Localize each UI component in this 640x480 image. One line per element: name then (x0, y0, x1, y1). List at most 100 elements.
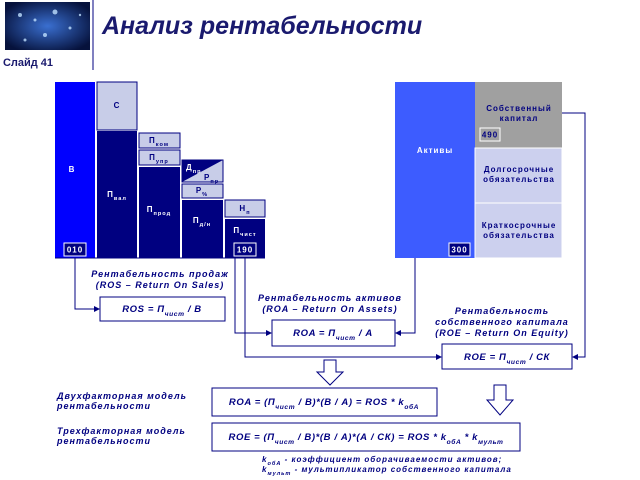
code: 300 (451, 246, 467, 255)
block-label: обязательства (483, 175, 555, 184)
block-label: В (69, 165, 76, 174)
connector (234, 258, 272, 336)
slide-number: Слайд 41 (3, 57, 53, 69)
text-part: ROE = (П (229, 432, 275, 443)
block-label: Р% (196, 186, 208, 198)
formula: ROA = Пчист / А (293, 328, 373, 342)
subscript: % (202, 192, 208, 198)
subscript: чист (275, 404, 295, 411)
text-part: П (107, 190, 114, 199)
block-label: Ппрод (147, 205, 171, 217)
down-arrow (485, 384, 515, 416)
text-part: - мультипликатор собственного капитала (291, 465, 511, 474)
text-part: ROE = П (464, 352, 506, 363)
text-part: П (149, 153, 156, 162)
formula-box (441, 343, 573, 370)
formula-box (211, 422, 521, 452)
block-label: Пком (149, 136, 169, 148)
gross-profit-block (97, 131, 137, 258)
subscript: чист (240, 232, 257, 238)
subscript: чист (275, 439, 295, 446)
block-label: Дпр (186, 163, 202, 175)
header-image (5, 2, 90, 50)
ratio-title: Рентабельность (455, 306, 549, 316)
ratio-title: Рентабельность продаж (91, 269, 228, 279)
subscript: упр (156, 159, 169, 165)
code-box (233, 242, 257, 257)
subscript: пр (210, 179, 219, 185)
block-label: Краткосрочные (482, 221, 557, 230)
subscript: пр (193, 169, 202, 175)
block-label: С (114, 101, 121, 110)
block-label: Пупр (149, 153, 169, 165)
subscript: обА (447, 438, 462, 446)
ratio-title: собственного капитала (435, 317, 569, 327)
header: Слайд 41 Анализ рентабельности (3, 0, 422, 70)
note: kобА - коэффициент оборачиваемости актив… (262, 455, 502, 467)
block-label: Собственный (486, 104, 552, 113)
header-image-dots (18, 9, 82, 42)
ratio-title: Рентабельность активов (258, 293, 402, 303)
text-part: k (262, 465, 267, 474)
formula-box (211, 387, 438, 417)
subscript: вал (114, 196, 127, 202)
subscript: прод (154, 211, 172, 217)
text-part: П (147, 205, 154, 214)
cost-block (96, 81, 138, 131)
text-part: / СК (526, 352, 550, 363)
balance-blocks: Активы 300 Собственный капитал 490 Долго… (395, 82, 563, 259)
subscript: обА (404, 403, 419, 411)
short-term-block (474, 202, 563, 259)
text-part: / А (356, 328, 373, 339)
block-label: Пвал (107, 190, 127, 202)
block-label: обязательства (483, 231, 555, 240)
block-label: Нп (239, 204, 250, 216)
formula: ROA = (Пчист / В)*(В / А) = ROS * kобА (229, 397, 419, 411)
block-label: капитал (500, 114, 539, 123)
subscript: д/н (200, 222, 211, 228)
long-term-block (474, 147, 563, 204)
connector (244, 258, 442, 360)
revenue-block (55, 82, 95, 258)
formula: ROE = Пчист / СК (464, 352, 551, 366)
model-label: Трехфакторная модель (57, 426, 186, 436)
down-arrow (315, 359, 345, 386)
ratio-subtitle: (ROS – Return On Sales) (96, 280, 225, 290)
text-part: ROA = П (293, 328, 336, 339)
text-part: - коэффициент оборачиваемости активов; (281, 455, 502, 464)
ratio-subtitle: (ROE – Return On Equity) (435, 328, 569, 338)
code-box (479, 127, 501, 142)
text-part: / В (185, 304, 202, 315)
connector (395, 258, 416, 336)
text-part: Н (239, 204, 246, 213)
text-part: ROA = (П (229, 397, 275, 408)
connector (562, 112, 586, 360)
code: 010 (67, 246, 83, 255)
subscript: мульт (478, 439, 503, 446)
block-label: Пчист (233, 226, 256, 238)
text-part: * k (461, 432, 478, 443)
admin-cost-block (138, 149, 181, 166)
profit-blocks: В 010 С Пвал Пком Пупр Ппрод Дпр Рпр Р% … (55, 81, 266, 259)
formula: ROE = (Пчист / В)*(В / А)*(А / СК) = ROS… (229, 432, 504, 446)
text-part: k (262, 455, 267, 464)
sales-profit-block (139, 167, 180, 258)
text-part: П (233, 226, 240, 235)
subscript: п (246, 210, 250, 216)
block-label: Пд/н (193, 216, 211, 228)
text-part: Р (204, 173, 210, 182)
block-label: Рпр (204, 173, 219, 185)
model-label: Двухфакторная модель (56, 391, 187, 401)
text-part: / В)*(В / А)*(А / СК) = ROS * k (295, 432, 447, 443)
assets-block (395, 82, 475, 258)
commercial-cost-block (138, 132, 181, 149)
tax-block (224, 199, 266, 218)
code-box (63, 242, 87, 257)
connectors (74, 112, 586, 360)
code-box (448, 242, 471, 257)
pretax-profit-block (182, 200, 223, 258)
text-part: Д (186, 163, 193, 172)
formula-box (271, 319, 396, 347)
ratio-subtitle: (ROA – Return On Assets) (262, 304, 397, 314)
